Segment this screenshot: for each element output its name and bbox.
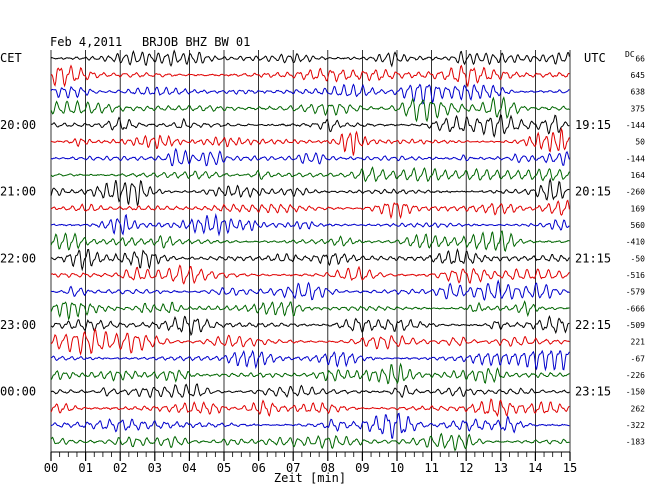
trace-row-7 (50, 147, 570, 167)
trace-row-24 (50, 432, 570, 452)
trace-row-22 (50, 398, 570, 418)
x-tick-label: 09 (355, 461, 369, 475)
trace-row-4 (50, 96, 570, 123)
trace-row-16 (50, 300, 570, 321)
dc-offset-label: -226 (626, 371, 645, 380)
x-tick-label: 00 (44, 461, 58, 475)
cet-time-label: 21:00 (0, 185, 36, 199)
x-tick-label: 04 (182, 461, 196, 475)
minute-gridlines (50, 50, 571, 452)
x-tick-label: 12 (459, 461, 473, 475)
x-tick-label: 10 (390, 461, 404, 475)
trace-row-3 (50, 83, 570, 105)
dc-offset-label: 560 (631, 221, 646, 230)
cet-time-label: 20:00 (0, 118, 36, 132)
x-tick-label: 14 (528, 461, 542, 475)
trace-row-6 (50, 127, 570, 156)
utc-time-label: 22:15 (575, 318, 611, 332)
x-tick-label: 08 (321, 461, 335, 475)
header: Feb 4,2011 BRJOB BHZ BW 01 CET UTC DC (0, 35, 635, 65)
dc-offset-label: -144 (626, 121, 645, 130)
x-tick-label: 06 (251, 461, 265, 475)
dc-offset-label: 169 (631, 204, 646, 213)
dc-offset-label: -509 (626, 321, 645, 330)
trace-row-21 (50, 383, 570, 399)
cet-time-label: 22:00 (0, 251, 36, 265)
dc-offset-label: 645 (631, 71, 646, 80)
trace-row-11 (50, 213, 570, 237)
seismic-traces (50, 49, 570, 452)
trace-row-12 (50, 230, 570, 252)
utc-time-label: 21:15 (575, 251, 611, 265)
row-labels: 20:00 21:00 22:00 23:00 00:00 19:15 20:15 21:15… (0, 54, 645, 446)
dc-offset-label: -410 (626, 238, 645, 247)
x-axis: 00 01 02 03 04 05 06 07 08 09 10 11 12 13 14 15 (44, 451, 577, 475)
x-axis-label: Zeit [min] (274, 471, 346, 485)
utc-time-label: 19:15 (575, 118, 611, 132)
dc-offset-label: 164 (631, 171, 646, 180)
trace-row-19 (50, 349, 570, 372)
trace-row-2 (50, 64, 570, 88)
dc-offset-label: -144 (626, 154, 645, 163)
dc-offset-label: 221 (631, 338, 646, 347)
trace-row-5 (50, 113, 570, 138)
x-tick-label: 01 (78, 461, 92, 475)
x-tick-label: 02 (113, 461, 127, 475)
x-tick-label: 11 (424, 461, 438, 475)
left-zone-label: CET (0, 51, 22, 65)
trace-row-15 (50, 279, 570, 301)
dc-offset-label: -67 (631, 354, 646, 363)
x-tick-label: 05 (217, 461, 231, 475)
header-date: Feb 4,2011 (50, 35, 122, 49)
dc-offset-label: -260 (626, 188, 645, 197)
trace-row-18 (50, 327, 570, 356)
trace-row-8 (50, 166, 570, 183)
dc-offset-label: 50 (635, 138, 645, 147)
x-tick-label: 03 (148, 461, 162, 475)
x-tick-label: 15 (563, 461, 577, 475)
trace-row-20 (50, 362, 570, 385)
cet-time-label: 23:00 (0, 318, 36, 332)
dc-offset-label: 375 (631, 104, 646, 113)
dc-offset-label: 66 (635, 54, 645, 63)
dc-offset-label: -579 (626, 288, 645, 297)
utc-time-label: 20:15 (575, 185, 611, 199)
dc-offset-label: 262 (631, 404, 646, 413)
trace-row-17 (50, 315, 570, 337)
x-tick-label: 13 (494, 461, 508, 475)
dc-offset-label: -322 (626, 421, 645, 430)
dc-offset-label: -666 (626, 304, 645, 313)
dc-offset-label: -516 (626, 271, 645, 280)
x-tick-label: 07 (286, 461, 300, 475)
dc-offset-label: -50 (631, 254, 646, 263)
dc-label: DC (625, 50, 635, 59)
trace-row-10 (50, 199, 570, 220)
trace-row-9 (50, 177, 570, 207)
right-zone-label: UTC (584, 51, 606, 65)
trace-row-13 (50, 248, 570, 272)
dc-offset-label: -183 (626, 438, 645, 447)
dc-offset-label: 638 (631, 88, 646, 97)
header-station: BRJOB BHZ BW 01 (142, 35, 250, 49)
utc-time-label: 23:15 (575, 385, 611, 399)
dc-offset-label: -150 (626, 388, 645, 397)
trace-row-23 (50, 412, 570, 439)
trace-row-14 (50, 264, 570, 285)
trace-row-1 (50, 49, 570, 68)
cet-time-label: 00:00 (0, 385, 36, 399)
